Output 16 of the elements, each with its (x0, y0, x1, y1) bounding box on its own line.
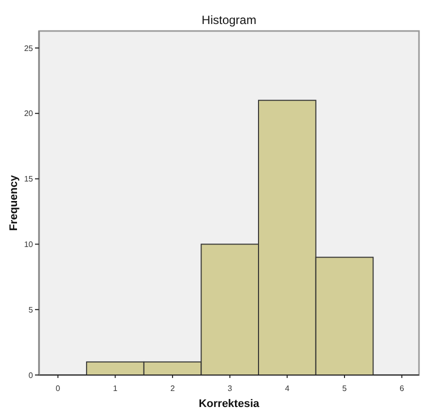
y-axis-title: Frequency (8, 174, 20, 231)
chart-title: Histogram (202, 13, 256, 27)
x-tick-label: 0 (56, 384, 61, 393)
y-tick-label: 5 (28, 305, 34, 314)
y-tick-label: 15 (24, 174, 34, 184)
x-axis-title: Korrektesia (198, 398, 260, 410)
x-tick-label: 5 (342, 384, 348, 393)
x-tick-label: 6 (400, 384, 405, 393)
x-tick-label: 1 (113, 384, 118, 393)
x-tick-label: 4 (284, 384, 290, 393)
y-tick-label: 20 (24, 109, 34, 118)
y-tick-label: 10 (24, 240, 34, 249)
y-tick-label: 25 (24, 44, 34, 53)
x-tick-label: 2 (170, 384, 176, 393)
x-tick-label: 3 (228, 384, 233, 393)
y-tick-label: 0 (28, 370, 34, 380)
